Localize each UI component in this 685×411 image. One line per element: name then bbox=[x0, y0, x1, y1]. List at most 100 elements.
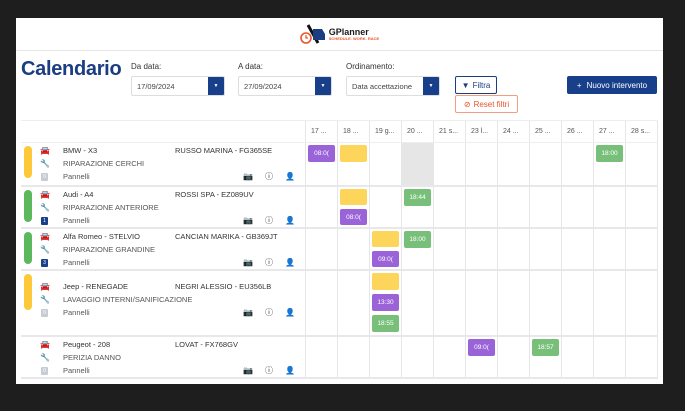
day-cell[interactable] bbox=[402, 143, 434, 185]
day-cell[interactable] bbox=[466, 143, 498, 185]
add-user-icon[interactable]: 👤 bbox=[285, 366, 295, 375]
day-cell[interactable] bbox=[498, 337, 530, 377]
intervention-info[interactable]: 🚘 Peugeot - 208 LOVAT - FX768GV 🔧 PERIZI… bbox=[21, 337, 306, 377]
info-icon[interactable]: ⓘ bbox=[265, 308, 273, 317]
intervention-info[interactable]: 🚘 Audi - A4 ROSSI SPA - EZ089UV 🔧 RIPARA… bbox=[21, 187, 306, 227]
order-select[interactable]: Data accettazione ▼ bbox=[346, 76, 440, 96]
day-cell[interactable] bbox=[530, 187, 562, 227]
day-cell[interactable] bbox=[338, 229, 370, 269]
day-cell[interactable] bbox=[402, 271, 434, 335]
intervention-info[interactable]: 🚘 Alfa Romeo - STELVIO CANCIAN MARIKA - … bbox=[21, 229, 306, 269]
event-chip[interactable]: 13:30 bbox=[372, 294, 399, 311]
event-chip[interactable] bbox=[372, 273, 399, 290]
day-cell[interactable] bbox=[370, 337, 402, 377]
event-chip[interactable]: 18:00 bbox=[596, 145, 623, 162]
filter-button[interactable]: ▼ Filtra bbox=[455, 76, 497, 94]
day-cell[interactable] bbox=[626, 143, 658, 185]
event-chip[interactable]: 09:0( bbox=[468, 339, 495, 356]
camera-icon[interactable]: 📷 bbox=[243, 258, 253, 267]
day-cell[interactable] bbox=[626, 271, 658, 335]
add-user-icon[interactable]: 👤 bbox=[285, 172, 295, 181]
day-cell[interactable]: 08:0( bbox=[306, 143, 338, 185]
from-date-field[interactable]: 17/09/2024 ▼ bbox=[131, 76, 225, 96]
day-cell[interactable] bbox=[370, 187, 402, 227]
day-cell[interactable]: 18:00 bbox=[594, 143, 626, 185]
day-cell[interactable] bbox=[306, 337, 338, 377]
chevron-down-icon[interactable]: ▼ bbox=[208, 77, 224, 95]
day-cell[interactable] bbox=[338, 143, 370, 185]
day-cell[interactable] bbox=[594, 337, 626, 377]
event-chip[interactable]: 08:0( bbox=[308, 145, 335, 162]
event-chip[interactable] bbox=[372, 231, 399, 247]
day-cell[interactable] bbox=[434, 229, 466, 269]
day-cell[interactable] bbox=[626, 187, 658, 227]
day-cell[interactable]: 13:30 18:55 bbox=[370, 271, 402, 335]
to-date-field[interactable]: 27/09/2024 ▼ bbox=[238, 76, 332, 96]
day-cell[interactable] bbox=[466, 229, 498, 269]
day-cell[interactable] bbox=[562, 187, 594, 227]
day-cell[interactable] bbox=[338, 337, 370, 377]
day-cell[interactable] bbox=[498, 271, 530, 335]
day-cell[interactable] bbox=[530, 229, 562, 269]
add-user-icon[interactable]: 👤 bbox=[285, 308, 295, 317]
day-cell[interactable]: 09:0( bbox=[466, 337, 498, 377]
info-icon[interactable]: ⓘ bbox=[265, 216, 273, 225]
day-cell[interactable] bbox=[562, 337, 594, 377]
event-chip[interactable]: 09:0( bbox=[372, 251, 399, 267]
day-cell[interactable] bbox=[626, 337, 658, 377]
day-cell[interactable] bbox=[594, 187, 626, 227]
info-icon[interactable]: ⓘ bbox=[265, 258, 273, 267]
day-cell[interactable]: 18:57 bbox=[530, 337, 562, 377]
day-cell[interactable] bbox=[434, 271, 466, 335]
day-cell[interactable] bbox=[466, 271, 498, 335]
day-cell[interactable] bbox=[594, 229, 626, 269]
day-cell[interactable] bbox=[594, 271, 626, 335]
chevron-down-icon[interactable]: ▼ bbox=[315, 77, 331, 95]
info-icon[interactable]: ⓘ bbox=[265, 366, 273, 375]
camera-icon[interactable]: 📷 bbox=[243, 366, 253, 375]
intervention-info[interactable]: 🚘 Jeep - RENEGADE NEGRI ALESSIO - EU356L… bbox=[21, 271, 306, 335]
day-cell[interactable] bbox=[562, 271, 594, 335]
camera-icon[interactable]: 📷 bbox=[243, 308, 253, 317]
customer-plate: CANCIAN MARIKA - GB369JT bbox=[175, 232, 278, 241]
day-cell[interactable] bbox=[626, 229, 658, 269]
event-chip[interactable]: 08:0( bbox=[340, 209, 367, 225]
camera-icon[interactable]: 📷 bbox=[243, 216, 253, 225]
day-cell[interactable] bbox=[530, 271, 562, 335]
chevron-down-icon[interactable]: ▼ bbox=[423, 77, 439, 95]
reset-filters-button[interactable]: ⊘ Reset filtri bbox=[455, 95, 518, 113]
day-cell[interactable] bbox=[434, 337, 466, 377]
day-cell[interactable] bbox=[498, 143, 530, 185]
day-cell[interactable] bbox=[338, 271, 370, 335]
day-cell[interactable] bbox=[530, 143, 562, 185]
intervention-info[interactable]: 🚘 BMW - X3 RUSSO MARINA - FG365SE 🔧 RIPA… bbox=[21, 143, 306, 185]
day-cell[interactable]: 18:00 bbox=[402, 229, 434, 269]
day-cell[interactable] bbox=[306, 229, 338, 269]
add-user-icon[interactable]: 👤 bbox=[285, 216, 295, 225]
day-cell[interactable] bbox=[562, 229, 594, 269]
add-user-icon[interactable]: 👤 bbox=[285, 258, 295, 267]
day-cell[interactable] bbox=[498, 229, 530, 269]
day-cell[interactable] bbox=[306, 271, 338, 335]
day-cell[interactable] bbox=[306, 187, 338, 227]
day-cell[interactable]: 08:0( bbox=[338, 187, 370, 227]
day-cell[interactable] bbox=[370, 143, 402, 185]
day-cell[interactable] bbox=[402, 337, 434, 377]
day-cell[interactable]: 09:0( bbox=[370, 229, 402, 269]
event-chip[interactable] bbox=[340, 145, 367, 162]
day-cell[interactable] bbox=[434, 143, 466, 185]
day-cell[interactable] bbox=[434, 187, 466, 227]
panels-count-badge: 0 bbox=[41, 173, 48, 181]
event-chip[interactable] bbox=[340, 189, 367, 205]
event-chip[interactable]: 18:44 bbox=[404, 189, 431, 206]
day-cell[interactable] bbox=[466, 187, 498, 227]
day-cell[interactable]: 18:44 bbox=[402, 187, 434, 227]
day-cell[interactable] bbox=[562, 143, 594, 185]
event-chip[interactable]: 18:00 bbox=[404, 231, 431, 248]
day-cell[interactable] bbox=[498, 187, 530, 227]
new-intervention-button[interactable]: + Nuovo intervento bbox=[567, 76, 657, 94]
event-chip[interactable]: 18:55 bbox=[372, 315, 399, 332]
event-chip[interactable]: 18:57 bbox=[532, 339, 559, 356]
info-icon[interactable]: ⓘ bbox=[265, 172, 273, 181]
camera-icon[interactable]: 📷 bbox=[243, 172, 253, 181]
